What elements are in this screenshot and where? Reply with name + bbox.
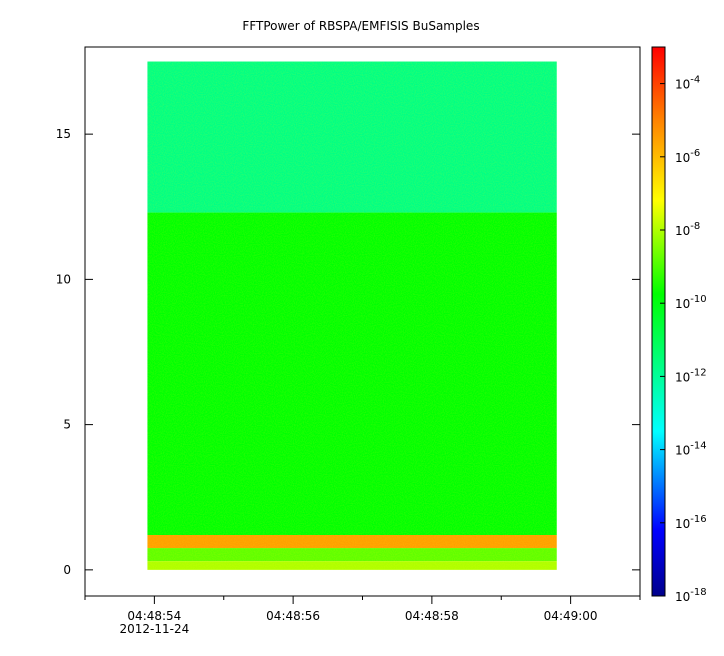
colorbar-tick-label-2: 10-8: [675, 221, 700, 238]
colorbar-tick-label-3: 10-10: [675, 294, 707, 311]
y-tick-label-5: 5: [63, 418, 71, 432]
x-tick-label-1: 04:48:56: [266, 609, 320, 623]
heatmap-texture: [147, 61, 557, 570]
colorbar-tick-label-5: 10-14: [675, 441, 707, 458]
colorbar-tick-label-7: 10-18: [675, 587, 707, 604]
colorbar-axis: 10-4 10-6 10-8 10-10 10-12 10-14 10-16 10-18: [660, 75, 707, 604]
y-tick-label-15: 15: [56, 127, 71, 141]
x-tick-label-0: 04:48:54: [127, 609, 181, 623]
x-tick-label-3: 04:49:00: [544, 609, 598, 623]
y-tick-label-10: 10: [56, 272, 71, 286]
colorbar: [651, 46, 666, 597]
colorbar-tick-label-4: 10-12: [675, 367, 707, 384]
colorbar-tick-label-1: 10-6: [675, 148, 700, 165]
spectrogram-heatmap: [147, 61, 557, 570]
x-date-label: 2012-11-24: [120, 622, 190, 636]
y-axis: 0 5 10 15: [56, 127, 640, 577]
colorbar-tick-label-6: 10-16: [675, 514, 707, 531]
x-tick-label-2: 04:48:58: [405, 609, 459, 623]
y-tick-label-0: 0: [63, 563, 71, 577]
colorbar-tick-label-0: 10-4: [675, 75, 700, 92]
chart-title: FFTPower of RBSPA/EMFISIS BuSamples: [242, 19, 479, 33]
